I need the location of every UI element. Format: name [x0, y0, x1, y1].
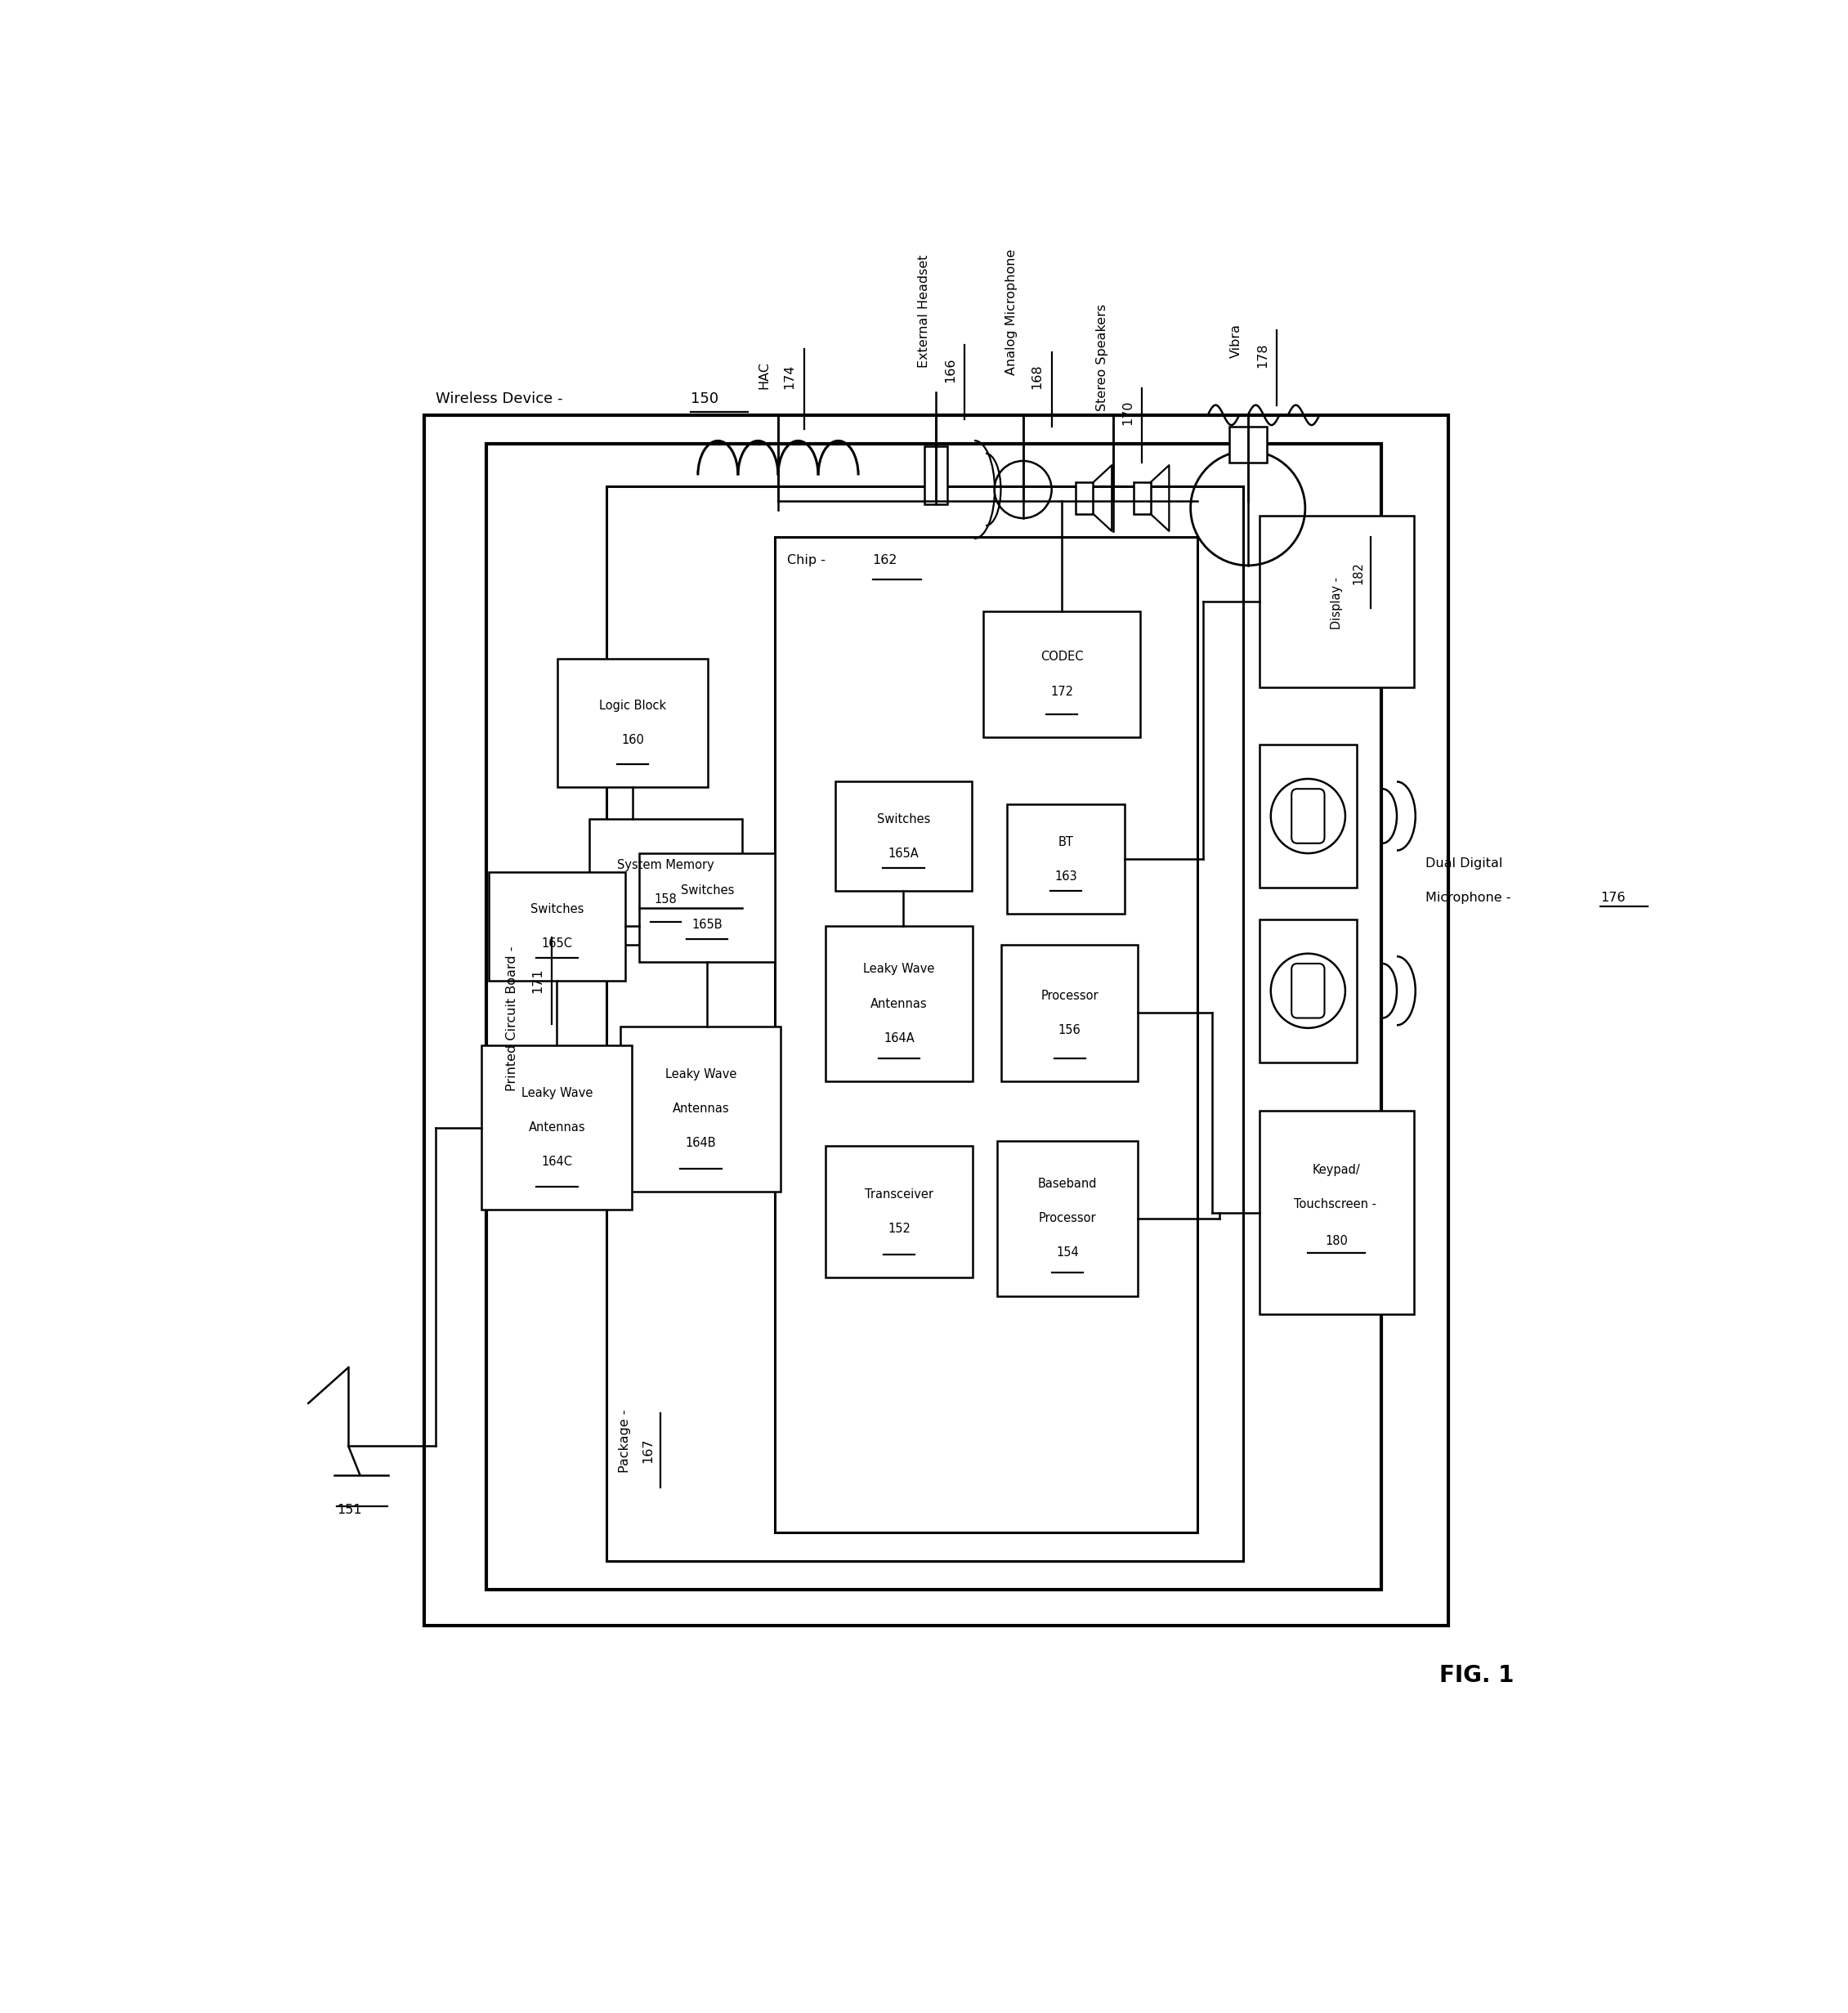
Bar [621, 1027, 782, 1192]
Text: Leaky Wave: Leaky Wave [665, 1069, 737, 1081]
Bar [983, 612, 1140, 737]
Text: 174: 174 [784, 364, 796, 389]
Bar [826, 926, 972, 1081]
Bar [558, 658, 708, 787]
Text: Vibra: Vibra [1231, 324, 1242, 358]
Bar [776, 537, 1198, 1532]
Text: Switches: Switches [876, 813, 930, 825]
Text: Keypad/: Keypad/ [1312, 1164, 1360, 1176]
Text: 163: 163 [1055, 870, 1077, 882]
Text: CODEC: CODEC [1040, 650, 1083, 662]
Bar [826, 1145, 972, 1276]
Text: 164B: 164B [686, 1137, 717, 1149]
Text: Processor: Processor [1040, 990, 1098, 1002]
Bar [1002, 944, 1138, 1081]
Text: Antennas: Antennas [870, 998, 928, 1011]
Text: 180: 180 [1325, 1236, 1347, 1248]
Text: 151: 151 [336, 1504, 362, 1516]
Text: 152: 152 [887, 1222, 911, 1234]
Bar [835, 781, 972, 890]
Text: HAC: HAC [758, 362, 771, 389]
Bar [606, 487, 1244, 1560]
Text: Stereo Speakers: Stereo Speakers [1096, 304, 1109, 411]
Text: 172: 172 [1050, 684, 1074, 699]
Text: Dual Digital: Dual Digital [1425, 858, 1502, 870]
Text: 150: 150 [691, 393, 719, 407]
Text: Antennas: Antennas [673, 1103, 730, 1115]
Bar [482, 1045, 632, 1210]
Bar [1133, 483, 1151, 513]
Bar [924, 447, 946, 503]
Text: 165C: 165C [541, 938, 573, 950]
Text: Wireless Device -: Wireless Device - [436, 393, 567, 407]
Text: 156: 156 [1059, 1025, 1081, 1037]
Bar [488, 872, 625, 980]
Text: Leaky Wave: Leaky Wave [863, 962, 935, 976]
Text: 182: 182 [1353, 562, 1364, 584]
FancyBboxPatch shape [1292, 964, 1325, 1019]
Text: 167: 167 [641, 1437, 654, 1463]
Bar [639, 854, 776, 962]
Text: 170: 170 [1122, 401, 1133, 425]
Text: 166: 166 [944, 356, 955, 382]
Text: Chip -: Chip - [787, 554, 830, 566]
Bar [1007, 805, 1125, 914]
Text: Switches: Switches [680, 884, 734, 896]
Text: System Memory: System Memory [617, 860, 713, 872]
Text: 164A: 164A [883, 1033, 915, 1045]
Text: Printed Circuit Board -: Printed Circuit Board - [506, 942, 517, 1091]
Bar [590, 819, 743, 944]
Text: Transceiver: Transceiver [865, 1188, 933, 1200]
Text: 165B: 165B [691, 918, 723, 932]
Text: BT: BT [1059, 835, 1074, 847]
Bar [1076, 483, 1094, 513]
Text: 160: 160 [621, 735, 645, 747]
Text: Baseband: Baseband [1039, 1178, 1098, 1190]
Text: 162: 162 [872, 554, 898, 566]
Text: Switches: Switches [530, 904, 584, 916]
Text: Logic Block: Logic Block [599, 701, 667, 713]
Bar [425, 415, 1449, 1624]
Bar [1258, 745, 1356, 888]
Text: Leaky Wave: Leaky Wave [521, 1087, 593, 1099]
Text: Processor: Processor [1039, 1212, 1096, 1224]
Text: Touchscreen -: Touchscreen - [1294, 1198, 1380, 1210]
Text: 178: 178 [1257, 342, 1268, 368]
Text: Antennas: Antennas [529, 1121, 586, 1133]
Text: 158: 158 [654, 894, 676, 906]
Bar [486, 443, 1380, 1590]
Bar [1229, 427, 1266, 463]
Text: Analog Microphone: Analog Microphone [1005, 250, 1018, 374]
Text: 164C: 164C [541, 1155, 573, 1168]
Text: 165A: 165A [889, 847, 918, 860]
Text: Microphone -: Microphone - [1425, 892, 1515, 904]
Bar [998, 1141, 1138, 1296]
Text: 154: 154 [1055, 1246, 1079, 1258]
Text: 176: 176 [1600, 892, 1624, 904]
Text: 168: 168 [1031, 364, 1044, 389]
Text: FIG. 1: FIG. 1 [1440, 1665, 1514, 1687]
Text: Display -: Display - [1331, 574, 1343, 630]
Text: Package -: Package - [619, 1405, 630, 1474]
Bar [1258, 515, 1414, 686]
Bar [1258, 920, 1356, 1063]
Bar [1258, 1111, 1414, 1314]
Text: 171: 171 [532, 968, 543, 992]
Text: External Headset: External Headset [918, 254, 930, 368]
FancyBboxPatch shape [1292, 789, 1325, 843]
